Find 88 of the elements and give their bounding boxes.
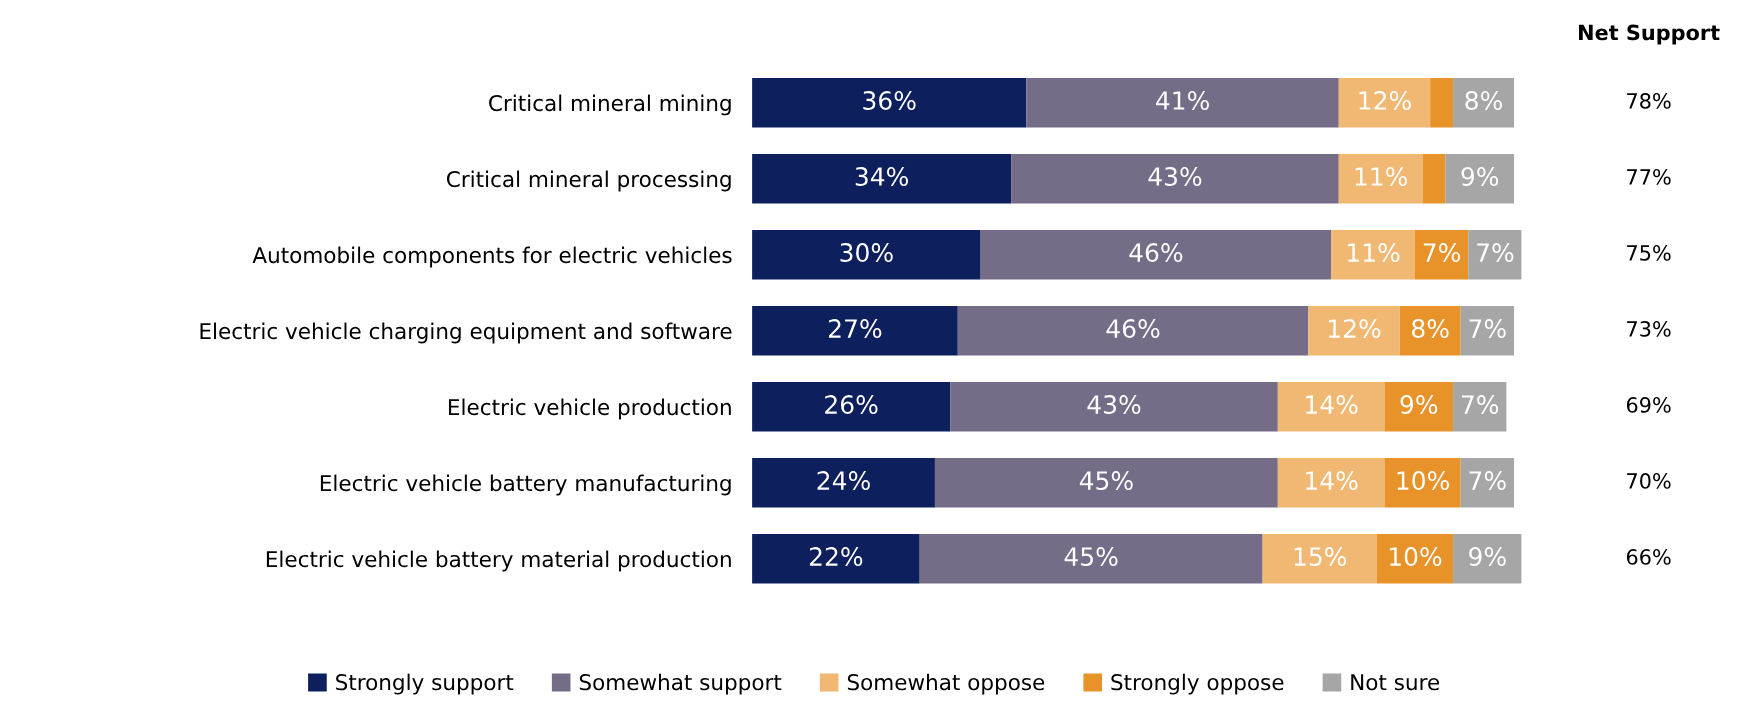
text: 73%	[1627, 321, 1671, 337]
bar	[1011, 154, 1339, 204]
bar	[1460, 458, 1515, 508]
data-label: 8%	[1412, 319, 1449, 338]
bar	[1384, 458, 1461, 508]
bar	[1453, 78, 1515, 128]
data-label: 46%	[1106, 319, 1160, 338]
y-tick-label: Automobile components for electric vehicles	[252, 246, 732, 268]
bar	[950, 382, 1278, 432]
text: Net Support	[1579, 24, 1720, 45]
data-label: 8%	[1465, 91, 1502, 110]
text: 70%	[1627, 473, 1671, 489]
bar	[1414, 230, 1469, 280]
data-label: 41%	[1156, 91, 1209, 110]
data-label: 7%	[1469, 471, 1506, 491]
data-label: 9%	[1461, 167, 1499, 186]
data-label: 46%	[1129, 243, 1183, 262]
data-label: 24%	[817, 471, 870, 491]
data-label: 7%	[1469, 319, 1506, 338]
bar	[1384, 382, 1454, 432]
bar	[1277, 458, 1385, 508]
data-label: 7%	[1477, 243, 1514, 262]
bar	[1422, 154, 1446, 204]
y-tick-label: Critical mineral mining	[489, 94, 731, 116]
data-label: 26%	[825, 395, 878, 414]
y-tick-label: Electric vehicle production	[449, 398, 731, 420]
bar	[1331, 230, 1415, 280]
bar	[1445, 154, 1515, 204]
bar	[752, 78, 1027, 128]
data-label: 12%	[1328, 319, 1381, 338]
data-label: 11%	[1348, 243, 1400, 262]
data-label: 11%	[1355, 167, 1408, 186]
data-label: 43%	[1087, 395, 1141, 414]
data-label: 14%	[1306, 395, 1358, 414]
bar	[1308, 306, 1400, 356]
bar	[1338, 154, 1423, 204]
legend-label: Somewhat support	[579, 673, 782, 695]
data-label: 22%	[809, 547, 863, 567]
bar	[1277, 382, 1385, 432]
bar	[1376, 534, 1454, 584]
bar	[752, 306, 958, 356]
bar	[1453, 382, 1507, 432]
data-label: 10%	[1389, 547, 1442, 567]
y-tick-label: Electric vehicle charging equipment and software	[200, 322, 732, 344]
text: 77%	[1627, 169, 1671, 185]
y-tick-label: Electric vehicle battery material production	[266, 550, 731, 572]
data-label: 45%	[1064, 547, 1118, 567]
data-label: 43%	[1148, 167, 1202, 186]
data-label: 9%	[1400, 395, 1438, 414]
bar	[1460, 306, 1515, 356]
data-label: 45%	[1079, 471, 1133, 491]
data-label: 7%	[1423, 243, 1461, 262]
bar	[957, 306, 1309, 356]
bar	[752, 154, 1012, 204]
bar	[980, 230, 1332, 280]
data-label: 15%	[1294, 547, 1347, 567]
data-label: 9%	[1469, 547, 1506, 567]
data-label: 34%	[855, 167, 908, 186]
bar	[934, 458, 1278, 508]
bar	[1453, 534, 1522, 584]
legend-label: Somewhat oppose	[847, 673, 1045, 695]
bar	[752, 230, 981, 280]
y-tick-label: Critical mineral processing	[446, 170, 731, 192]
text: 66%	[1626, 549, 1671, 565]
text: 69%	[1626, 397, 1671, 413]
bar	[1468, 230, 1522, 280]
data-label: 14%	[1306, 471, 1358, 491]
data-label: 36%	[863, 91, 916, 110]
legend-label: Strongly oppose	[1111, 673, 1284, 695]
text: 75%	[1627, 245, 1671, 261]
text: 78%	[1627, 93, 1671, 109]
bar	[1338, 78, 1431, 128]
bar	[752, 458, 935, 508]
data-label: 30%	[840, 243, 893, 262]
data-label: 7%	[1461, 395, 1499, 414]
y-tick-label: Electric vehicle battery manufacturing	[320, 474, 731, 496]
bar	[1399, 306, 1461, 356]
bar	[1430, 78, 1454, 128]
bar	[1026, 78, 1339, 128]
bar	[752, 534, 920, 584]
legend-label: Not sure	[1351, 674, 1440, 691]
data-label: 27%	[828, 319, 882, 338]
data-label: 10%	[1397, 471, 1449, 491]
data-label: 12%	[1359, 91, 1411, 110]
bar	[1262, 534, 1377, 584]
legend-label: Strongly support	[336, 673, 514, 695]
bar	[919, 534, 1263, 584]
bar	[752, 382, 951, 432]
